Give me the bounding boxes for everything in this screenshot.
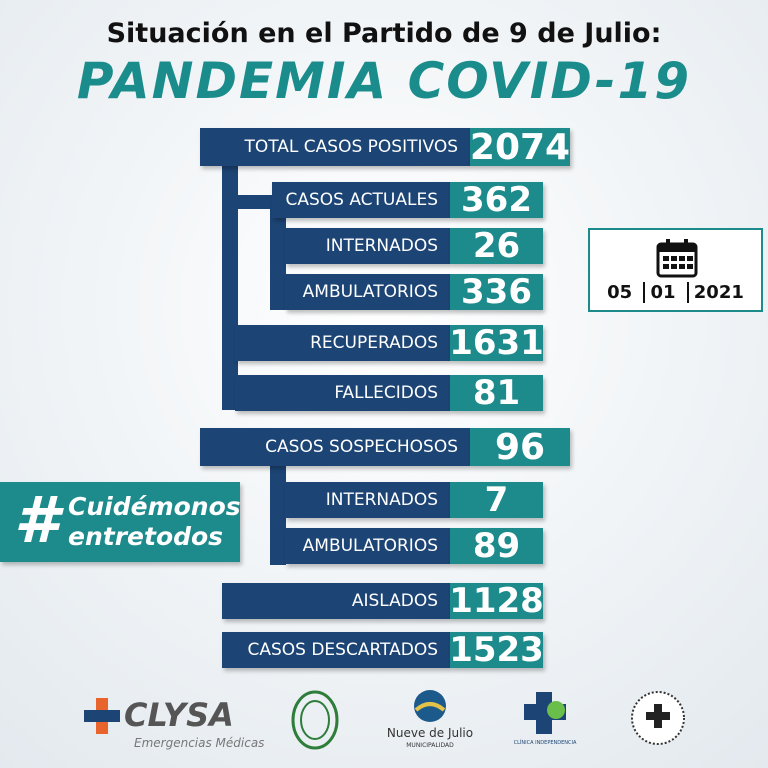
date-box (588, 228, 763, 312)
stat-value: 1631 (449, 323, 544, 363)
stat-value: 7 (450, 480, 543, 520)
stat-label: CASOS SOSPECHOSOS (200, 428, 470, 466)
subtitle: PANDEMIA COVID-19 (76, 52, 692, 110)
municipality-icon (414, 690, 446, 722)
stat-label: CASOS ACTUALES (272, 182, 450, 218)
stat-value: 26 (450, 226, 543, 266)
title: Situación en el Partido de 9 de Julio: (106, 18, 662, 49)
hashtag-line: entretodos (68, 522, 224, 551)
stat-label: TOTAL CASOS POSITIVOS (200, 128, 470, 166)
date-month: 01 (650, 282, 676, 303)
connector (270, 462, 286, 565)
stat-value: 89 (450, 526, 543, 566)
stat-label: AMBULATORIOS (285, 274, 450, 310)
hashtag-symbol: # (14, 484, 59, 558)
stat-value: 81 (450, 373, 543, 413)
stat-label: RECUPERADOS (235, 325, 450, 361)
stat-label: INTERNADOS (285, 228, 450, 264)
seal (291, 690, 339, 750)
stat-value: 336 (450, 272, 543, 312)
connector (270, 200, 286, 310)
date-day: 05 (607, 282, 633, 303)
stat-label: FALLECIDOS (235, 375, 450, 411)
stat-label: AMBULATORIOS (285, 528, 450, 564)
calendar-icon (656, 239, 698, 278)
clinic-logo: CLÍNICA INDEPENDENCIA (513, 740, 577, 746)
hashtag-line: Cuidémonos (68, 492, 241, 521)
stat-value: 362 (450, 180, 543, 220)
seal (631, 691, 685, 745)
stat-value: 1128 (449, 581, 544, 621)
clysa-icon (84, 698, 120, 734)
clysa-logo: CLYSA (124, 696, 234, 734)
connector (238, 195, 278, 209)
stat-label: AISLADOS (222, 583, 450, 619)
stat-label: CASOS DESCARTADOS (222, 632, 450, 668)
stat-value: 2074 (469, 126, 571, 168)
hashtag-box: # Cuidémonos entretodos (0, 482, 241, 562)
date-year: 2021 (693, 282, 744, 303)
stat-value: 1523 (449, 630, 544, 670)
connector (222, 160, 238, 410)
stat-value: 96 (470, 427, 570, 468)
logo-strip: CLYSA Emergencias Médicas Nueve de Julio… (0, 680, 768, 768)
clysa-tagline: Emergencias Médicas (134, 736, 265, 750)
municipality-logo: Nueve de Julio (386, 726, 474, 740)
municipality-sub: MUNICIPALIDAD (406, 742, 454, 749)
clinic-icon (524, 692, 566, 734)
stat-label: INTERNADOS (285, 482, 450, 518)
date: 05 01 2021 (588, 282, 763, 303)
